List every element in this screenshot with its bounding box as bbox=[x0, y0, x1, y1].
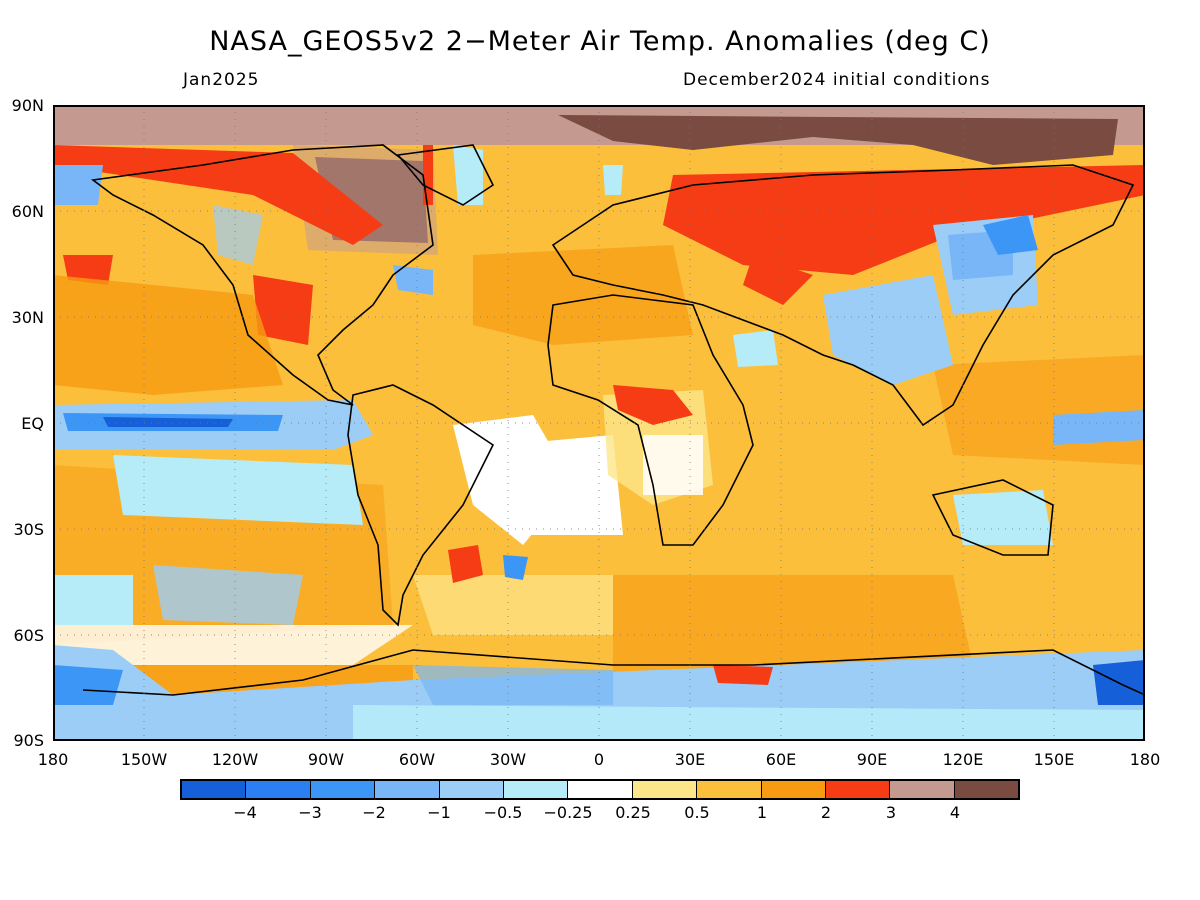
lon-label-180e: 180 bbox=[1129, 750, 1161, 769]
colorbar-label: −1 bbox=[427, 803, 451, 822]
colorbar-label: 0.5 bbox=[684, 803, 710, 822]
graticule bbox=[53, 105, 1145, 741]
colorbar-label: −3 bbox=[298, 803, 322, 822]
colorbar-label: 0.25 bbox=[615, 803, 651, 822]
lon-label-120w: 120W bbox=[211, 750, 259, 769]
lon-label-150w: 150W bbox=[120, 750, 168, 769]
colorbar-label: −0.5 bbox=[483, 803, 523, 822]
colorbar-cell bbox=[439, 781, 504, 798]
africa-coast bbox=[547, 294, 754, 546]
colorbar-cell bbox=[825, 781, 891, 798]
lat-label-90n: 90N bbox=[11, 96, 44, 115]
anomaly-map bbox=[53, 105, 1145, 741]
forecast-month: Jan2025 bbox=[183, 70, 260, 90]
eurasia-warm bbox=[663, 165, 1145, 275]
lon-label-90w: 90W bbox=[307, 750, 345, 769]
colorbar-cell bbox=[568, 781, 633, 798]
colorbar-label: 3 bbox=[885, 803, 897, 822]
central-africa-warm bbox=[613, 385, 693, 425]
greenland-coast bbox=[396, 144, 495, 206]
colorbar-cell bbox=[246, 781, 311, 798]
lon-label-180w: 180 bbox=[37, 750, 69, 769]
asia-cool bbox=[823, 275, 953, 385]
colorbar-cell bbox=[310, 781, 376, 798]
colorbar-cell bbox=[954, 781, 1019, 798]
north-america-warm bbox=[253, 275, 313, 345]
lat-label-30n: 30N bbox=[11, 308, 44, 327]
map-frame bbox=[53, 105, 1145, 741]
lat-label-60n: 60N bbox=[11, 202, 44, 221]
colorbar-cell bbox=[503, 781, 569, 798]
lon-label-30e: 30E bbox=[674, 750, 706, 769]
colorbar-cell bbox=[632, 781, 698, 798]
lon-label-150e: 150E bbox=[1033, 750, 1075, 769]
lon-label-120e: 120E bbox=[942, 750, 984, 769]
colorbar-label: −2 bbox=[362, 803, 386, 822]
coastlines bbox=[82, 144, 1145, 696]
antarctica-coast bbox=[82, 649, 1145, 696]
colorbar-label: 2 bbox=[820, 803, 832, 822]
lon-label-60e: 60E bbox=[765, 750, 797, 769]
lon-label-30w: 30W bbox=[489, 750, 527, 769]
map-title: NASA_GEOS5v2 2−Meter Air Temp. Anomalies… bbox=[209, 26, 991, 57]
lat-label-60s: 60S bbox=[13, 626, 44, 645]
lat-label-30s: 30S bbox=[13, 520, 44, 539]
colorbar-cell bbox=[182, 781, 247, 798]
lat-label-90s: 90S bbox=[13, 731, 44, 750]
colorbar-cell bbox=[375, 781, 440, 798]
lon-label-90e: 90E bbox=[856, 750, 888, 769]
colorbar bbox=[180, 779, 1020, 800]
australia-coast bbox=[931, 479, 1054, 556]
colorbar-cell bbox=[890, 781, 955, 798]
alaska-warm bbox=[53, 145, 383, 245]
lon-label-60w: 60W bbox=[398, 750, 436, 769]
initial-conditions: December2024 initial conditions bbox=[683, 70, 991, 90]
map-svg bbox=[53, 105, 1145, 741]
colorbar-label: −0.25 bbox=[543, 803, 593, 822]
south-america-coast bbox=[347, 384, 495, 627]
colorbar-label: 4 bbox=[949, 803, 961, 822]
colorbar-cell bbox=[697, 781, 762, 798]
siberia-max-anomaly bbox=[558, 115, 1118, 165]
colorbar-label: 1 bbox=[756, 803, 768, 822]
colorbar-cell bbox=[761, 781, 826, 798]
lat-label-eq: EQ bbox=[21, 414, 44, 433]
lon-label-0: 0 bbox=[593, 750, 605, 769]
colorbar-label: −4 bbox=[233, 803, 257, 822]
